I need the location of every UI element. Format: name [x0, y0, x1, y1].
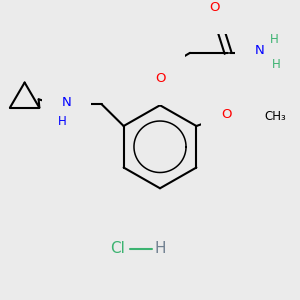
Text: N: N	[255, 44, 265, 57]
Text: O: O	[155, 72, 165, 85]
Text: H: H	[58, 115, 67, 128]
Text: O: O	[221, 108, 232, 121]
Text: Cl: Cl	[111, 241, 125, 256]
Text: H: H	[154, 241, 166, 256]
Text: N: N	[62, 96, 71, 109]
Text: H: H	[272, 58, 280, 71]
Text: CH₃: CH₃	[264, 110, 286, 123]
Text: O: O	[209, 1, 219, 14]
Text: H: H	[270, 32, 278, 46]
